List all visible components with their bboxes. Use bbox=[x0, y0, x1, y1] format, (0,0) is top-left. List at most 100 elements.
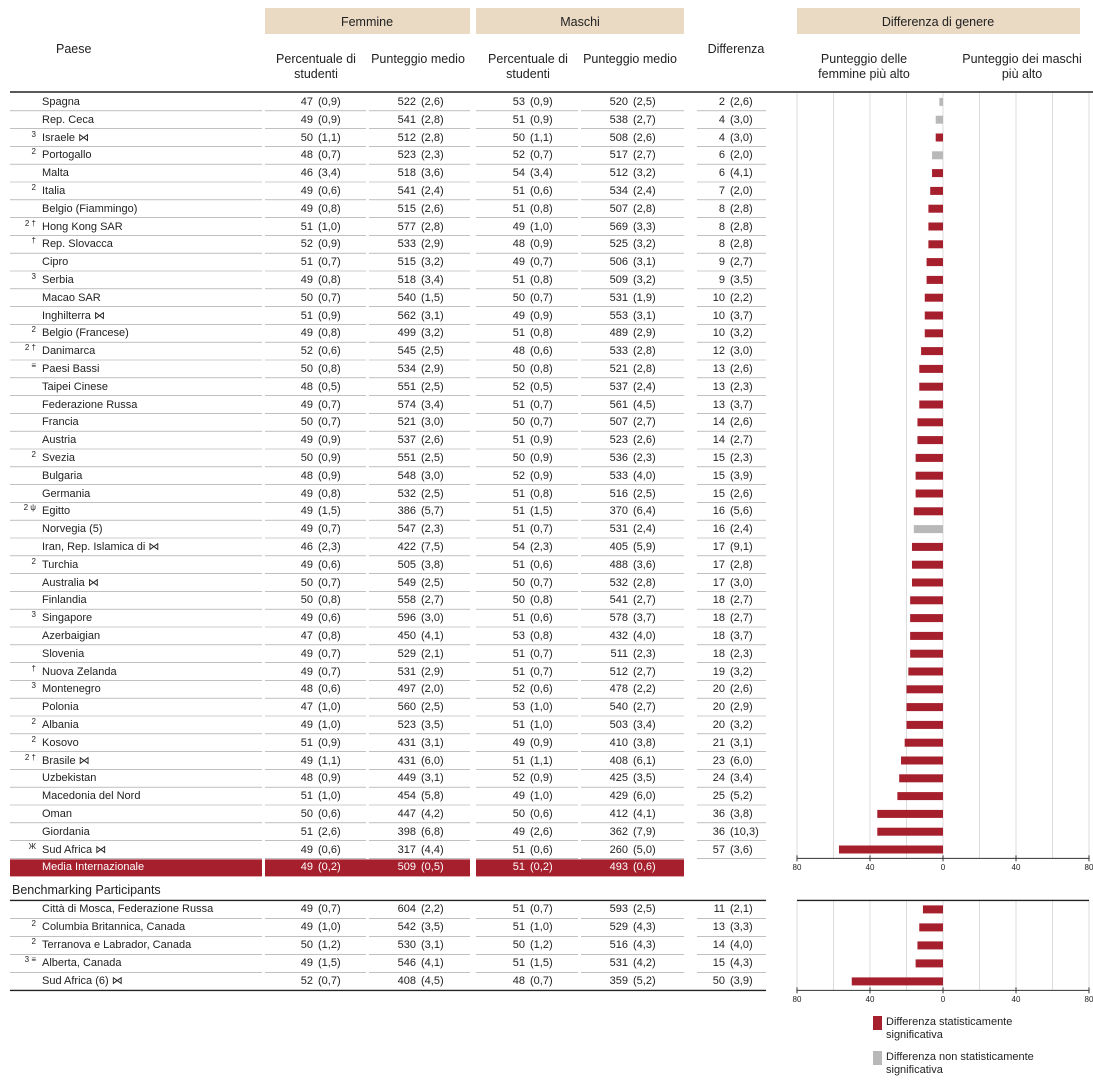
country-name: Media Internazionale bbox=[42, 861, 145, 874]
cell-value: 54 bbox=[512, 167, 525, 180]
cell-value: (0,8) bbox=[530, 202, 553, 215]
cell-value: 8 bbox=[718, 220, 725, 233]
cell-value: 593 bbox=[609, 903, 628, 916]
footnote-mark: Ж bbox=[28, 841, 36, 851]
cell-value: (0,6) bbox=[318, 612, 341, 625]
bar bbox=[922, 905, 943, 914]
cell-value: 538 bbox=[609, 113, 628, 126]
cell-value: 49 bbox=[300, 202, 313, 215]
cell-value: (2,7) bbox=[633, 701, 656, 714]
cell-value: (4,3) bbox=[730, 957, 753, 970]
cell-value: 541 bbox=[397, 113, 416, 126]
cell-value: 51 bbox=[512, 327, 525, 340]
cell-value: 49 bbox=[512, 790, 525, 803]
country-name: Malta bbox=[42, 167, 69, 180]
cell-value: 13 bbox=[712, 380, 725, 393]
cell-value: (2,4) bbox=[633, 523, 656, 536]
cell-value: 517 bbox=[609, 149, 628, 162]
cell-value: 50 bbox=[512, 291, 525, 304]
cell-value: 15 bbox=[712, 957, 725, 970]
cell-value: (0,9) bbox=[318, 238, 341, 251]
cell-value: (3,5) bbox=[633, 772, 656, 785]
group-header: Differenza di genere bbox=[881, 15, 995, 29]
cell-value: (0,9) bbox=[318, 113, 341, 126]
cell-value: 546 bbox=[397, 957, 416, 970]
cell-value: 48 bbox=[300, 772, 313, 785]
cell-value: 49 bbox=[512, 825, 525, 838]
cell-value: 523 bbox=[397, 149, 416, 162]
cell-value: 541 bbox=[609, 594, 628, 607]
footnote-mark: 3 bbox=[31, 129, 36, 139]
column-header: Punteggio medio bbox=[371, 52, 465, 66]
cell-value: 410 bbox=[609, 736, 628, 749]
cell-value: (0,8) bbox=[318, 327, 341, 340]
cell-value: (1,1) bbox=[318, 131, 341, 144]
cell-value: (3,8) bbox=[730, 808, 753, 820]
cell-value: (3,0) bbox=[730, 576, 753, 589]
cell-value: 545 bbox=[397, 345, 416, 358]
cell-value: 50 bbox=[512, 594, 525, 607]
cell-value: 50 bbox=[300, 363, 313, 375]
cell-value: 431 bbox=[397, 736, 416, 749]
cell-value: (0,5) bbox=[421, 861, 444, 874]
cell-value: (1,1) bbox=[530, 131, 553, 144]
cell-value: (3,5) bbox=[730, 274, 753, 286]
cell-value: (0,8) bbox=[318, 363, 341, 375]
cell-value: (2,3) bbox=[530, 541, 553, 553]
cell-value: 13 bbox=[712, 363, 725, 375]
cell-value: 51 bbox=[512, 665, 525, 678]
bar bbox=[877, 809, 943, 818]
cell-value: (0,9) bbox=[530, 772, 553, 785]
cell-value: (0,6) bbox=[530, 185, 553, 197]
cell-value: (3,1) bbox=[421, 772, 444, 785]
cell-value: 51 bbox=[300, 256, 313, 269]
country-name: Giordania bbox=[42, 825, 90, 838]
cell-value: (2,6) bbox=[421, 96, 444, 108]
cell-value: (5,6) bbox=[730, 505, 753, 518]
cell-value: 48 bbox=[300, 683, 313, 696]
x-tick-label: 0 bbox=[940, 863, 946, 873]
cell-value: (2,7) bbox=[633, 665, 656, 678]
bar bbox=[911, 578, 943, 587]
cell-value: 529 bbox=[397, 647, 416, 660]
country-name: Paesi Bassi bbox=[42, 363, 100, 375]
country-name: Azerbaigian bbox=[42, 630, 101, 642]
cell-value: 449 bbox=[397, 772, 416, 785]
cell-value: (2,9) bbox=[421, 363, 444, 375]
cell-value: (0,7) bbox=[318, 149, 341, 162]
bar bbox=[911, 542, 943, 551]
footnote-mark: 3 bbox=[31, 681, 36, 691]
cell-value: 49 bbox=[300, 921, 313, 934]
cell-value: (0,6) bbox=[633, 861, 656, 874]
cell-value: 429 bbox=[609, 790, 628, 803]
footnote-mark: 2 bbox=[31, 717, 36, 726]
cell-value: 569 bbox=[609, 220, 628, 233]
bar bbox=[911, 560, 943, 569]
cell-value: (1,0) bbox=[318, 921, 341, 934]
country-name: Città di Mosca, Federazione Russa bbox=[42, 903, 214, 916]
cell-value: 50 bbox=[512, 131, 525, 144]
cell-value: (3,6) bbox=[730, 843, 753, 856]
bar bbox=[935, 115, 943, 124]
header-band bbox=[476, 8, 684, 34]
cell-value: (0,6) bbox=[530, 612, 553, 625]
header-band bbox=[797, 8, 1080, 34]
cell-value: (2,7) bbox=[421, 594, 444, 607]
cell-value: 51 bbox=[512, 861, 525, 874]
cell-value: (3,1) bbox=[633, 309, 656, 322]
country-name: Sud Africa ⋈ bbox=[42, 843, 107, 856]
country-name: Albania bbox=[42, 719, 79, 731]
footnote-mark: 3 bbox=[31, 272, 36, 281]
cell-value: 47 bbox=[300, 630, 313, 642]
cell-value: (2,3) bbox=[318, 541, 341, 553]
cell-value: (2,6) bbox=[730, 487, 753, 500]
x-tick-label: 40 bbox=[1011, 863, 1021, 873]
footnote-mark: 2 bbox=[31, 556, 36, 566]
cell-value: (3,6) bbox=[421, 167, 444, 180]
column-header: Percentuale di studenti bbox=[276, 52, 356, 81]
cell-value: 50 bbox=[300, 291, 313, 304]
average-band bbox=[10, 859, 262, 877]
cell-value: 50 bbox=[300, 576, 313, 589]
cell-value: (4,1) bbox=[421, 957, 444, 970]
cell-value: 52 bbox=[512, 683, 525, 696]
